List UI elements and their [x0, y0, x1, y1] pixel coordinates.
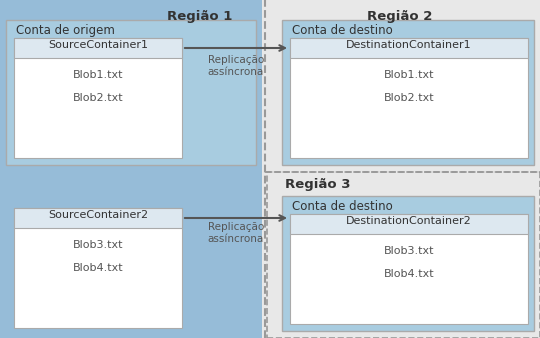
Text: Blob4.txt: Blob4.txt — [384, 269, 434, 279]
Text: DestinationContainer2: DestinationContainer2 — [346, 216, 472, 226]
Text: SourceContainer1: SourceContainer1 — [48, 40, 148, 50]
Bar — [6, 188, 256, 331]
Bar — [14, 38, 182, 58]
Text: Conta de destino: Conta de destino — [292, 200, 393, 213]
Bar — [14, 38, 182, 158]
Text: Blob2.txt: Blob2.txt — [73, 93, 123, 103]
Text: Blob1.txt: Blob1.txt — [73, 70, 123, 80]
Bar — [290, 214, 528, 324]
Text: DestinationContainer1: DestinationContainer1 — [346, 40, 472, 50]
Text: Blob1.txt: Blob1.txt — [384, 70, 434, 80]
Bar — [290, 38, 528, 158]
Text: Replicação
assíncrona: Replicação assíncrona — [208, 55, 264, 77]
Text: SourceContainer2: SourceContainer2 — [48, 210, 148, 220]
Text: Região 2: Região 2 — [367, 10, 433, 23]
Bar — [14, 208, 182, 228]
Text: Blob2.txt: Blob2.txt — [384, 93, 434, 103]
Text: Região 1: Região 1 — [167, 10, 233, 23]
Text: Região 3: Região 3 — [285, 178, 350, 191]
Bar — [267, 172, 540, 338]
Bar — [14, 208, 182, 328]
Bar — [290, 38, 528, 58]
Text: Blob4.txt: Blob4.txt — [73, 263, 123, 273]
Bar — [0, 0, 262, 338]
Text: Replicação
assíncrona: Replicação assíncrona — [208, 222, 264, 244]
Text: Blob3.txt: Blob3.txt — [73, 240, 123, 250]
Text: Conta de destino: Conta de destino — [292, 24, 393, 37]
Text: Conta de origem: Conta de origem — [16, 24, 115, 37]
Bar — [290, 214, 528, 234]
Text: Blob3.txt: Blob3.txt — [384, 246, 434, 256]
Bar — [6, 20, 256, 165]
Bar — [282, 196, 534, 331]
Bar — [282, 20, 534, 165]
